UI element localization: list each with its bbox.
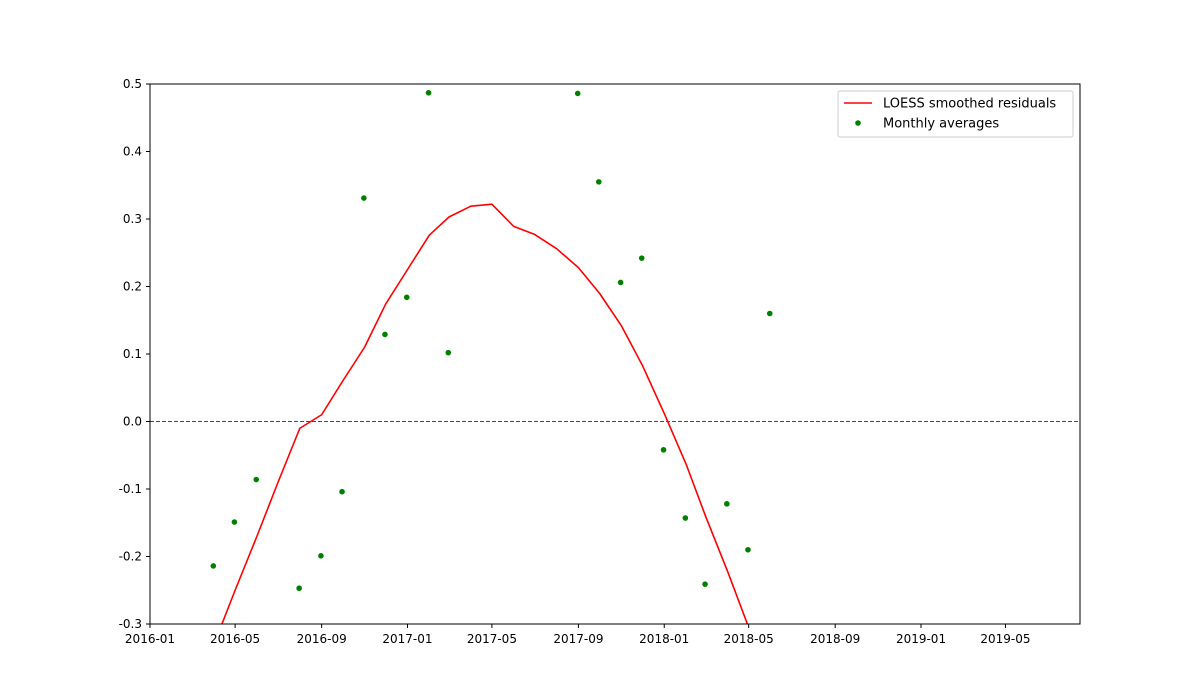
y-tick-label-5: 0.2 (123, 280, 142, 294)
y-tick-label-0: -0.3 (119, 617, 142, 631)
monthly-averages-point-5 (339, 488, 345, 495)
legend-label-monthly-averages: Monthly averages (883, 117, 999, 132)
monthly-averages-point-17 (702, 581, 708, 587)
y-tick-label-6: 0.3 (123, 212, 142, 226)
monthly-averages-point-13 (617, 279, 624, 286)
monthly-averages-point-3 (296, 585, 302, 592)
x-tick-label-2: 2016-09 (297, 632, 347, 646)
y-tick-label-8: 0.5 (123, 77, 142, 91)
x-tick-label-6: 2018-01 (639, 632, 689, 646)
x-tick-label-1: 2016-05 (210, 632, 260, 646)
monthly-averages-point-2 (253, 476, 260, 483)
monthly-averages-point-16 (682, 515, 689, 521)
y-tick-label-7: 0.4 (123, 145, 142, 159)
legend-swatch-monthly-averages (855, 120, 861, 126)
monthly-averages-point-12 (596, 179, 602, 185)
monthly-averages-point-6 (361, 195, 367, 201)
x-tick-label-3: 2017-01 (382, 632, 432, 646)
x-tick-label-10: 2019-05 (980, 632, 1030, 646)
legend: LOESS smoothed residuals Monthly averages (837, 90, 1074, 138)
x-tick-label-5: 2017-09 (553, 632, 603, 646)
monthly-averages-point-4 (318, 553, 324, 559)
y-tick-label-3: 0.0 (123, 415, 142, 429)
monthly-averages-point-20 (766, 310, 773, 317)
x-tick-label-0: 2016-01 (125, 632, 175, 646)
monthly-averages-point-14 (638, 255, 645, 261)
y-tick-label-1: -0.2 (119, 550, 142, 564)
y-tick-label-2: -0.1 (119, 482, 142, 496)
monthly-averages-point-19 (745, 546, 751, 553)
x-tick-label-7: 2018-05 (724, 632, 774, 646)
monthly-averages-point-8 (403, 294, 410, 301)
y-tick-label-4: 0.1 (123, 347, 142, 361)
x-tick-label-8: 2018-09 (810, 632, 860, 646)
x-tick-label-9: 2019-01 (896, 632, 946, 646)
legend-box (837, 90, 1074, 138)
monthly-averages-point-11 (574, 90, 581, 97)
x-tick-label-4: 2017-05 (467, 632, 517, 646)
monthly-averages-point-15 (660, 447, 667, 453)
loess-smoothed-residuals-line (221, 203, 749, 624)
monthly-averages-point-9 (425, 89, 432, 96)
monthly-averages-point-18 (724, 501, 730, 507)
legend-label-loess-smoothed-residuals: LOESS smoothed residuals (883, 97, 1056, 112)
plot-area (150, 84, 1080, 624)
monthly-averages-point-7 (382, 331, 388, 338)
monthly-averages-point-1 (231, 519, 238, 525)
monthly-averages-point-0 (210, 563, 217, 569)
monthly-averages-point-10 (445, 349, 452, 356)
